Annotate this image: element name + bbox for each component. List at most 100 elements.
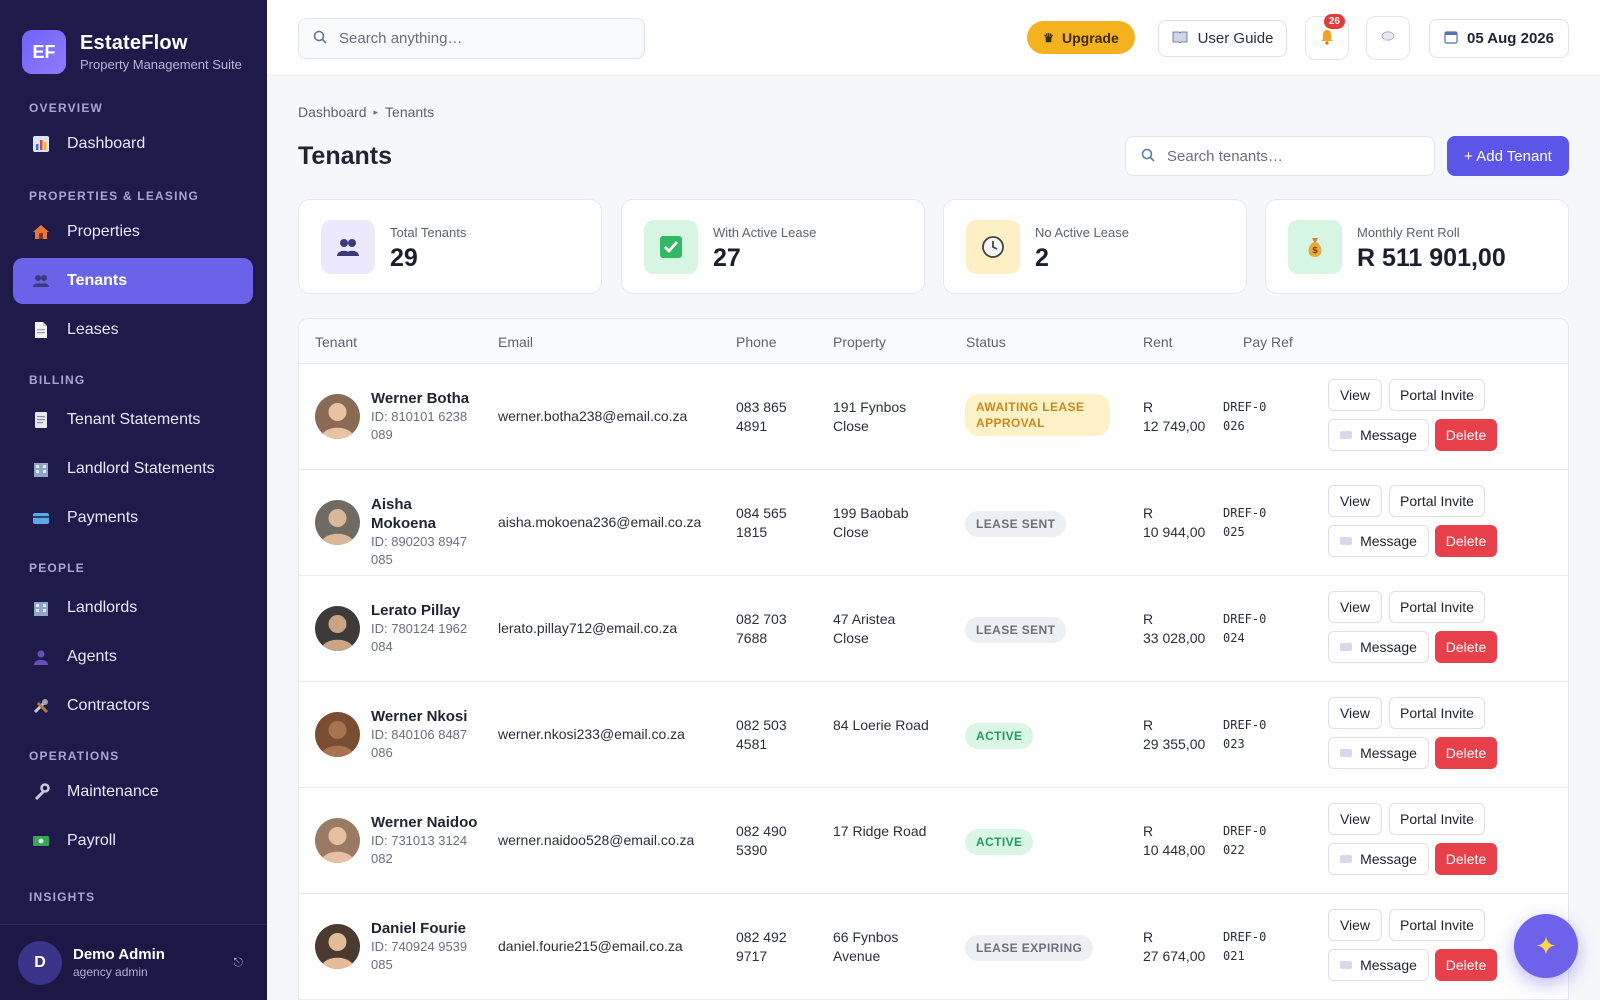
sidebar-item-label: Maintenance [67,783,159,800]
document-icon [31,320,51,340]
message-button[interactable]: Message [1328,949,1429,981]
message-button[interactable]: Message [1328,525,1429,557]
delete-button[interactable]: Delete [1435,843,1497,875]
sidebar-item-landlord-statements[interactable]: Landlord Statements [13,446,253,492]
sidebar-item-label: Landlords [67,599,138,616]
table-row[interactable]: Werner Naidoo ID: 731013 3124 082 werner.n… [299,788,1568,894]
user-profile[interactable]: D Demo Admin agency admin ⎋ [0,924,267,1000]
tenant-name[interactable]: Daniel Fourie ID: 740924 9539 085 [371,919,481,974]
message-button[interactable]: Message [1328,843,1429,875]
tenant-rent: R 10 944,00 [1143,504,1205,542]
delete-button[interactable]: Delete [1435,631,1497,663]
table-row[interactable]: Aisha Mokoena ID: 890203 8947 085 aisha.mo… [299,470,1568,576]
breadcrumb-root[interactable]: Dashboard [298,104,367,120]
crown-icon: ♛ [1043,30,1054,45]
view-button[interactable]: View [1328,591,1382,623]
tenant-name[interactable]: Werner Naidoo ID: 731013 3124 082 [371,813,481,868]
tenant-property: 199 Baobab Close [833,505,909,540]
tenant-property: 66 Fynbos Avenue [833,929,899,964]
view-button[interactable]: View [1328,697,1382,729]
rent-amount: 12 749,00 [1143,418,1206,434]
logout-icon[interactable]: ⎋ [233,955,244,969]
delete-button[interactable]: Delete [1435,419,1497,451]
table-row[interactable]: Daniel Fourie ID: 740924 9539 085 daniel.f… [299,894,1568,1000]
message-button[interactable]: Message [1328,631,1429,663]
sidebar-item-payroll[interactable]: Payroll [13,818,253,864]
portal-invite-button[interactable]: Portal Invite [1389,803,1485,835]
rent-amount: 29 355,00 [1143,736,1206,752]
tenant-name[interactable]: Lerato Pillay ID: 780124 1962 084 [371,601,481,656]
tenant-search[interactable] [1125,136,1435,176]
portal-invite-button[interactable]: Portal Invite [1389,591,1485,623]
tenant-name-text: Werner Naidoo [371,814,478,831]
tenant-name-text: Lerato Pillay [371,602,461,619]
tenant-id: ID: 780124 1962 084 [371,621,468,654]
column-header-phone[interactable]: Phone [736,334,777,350]
topbar: ♛ Upgrade User Guide 26 05 Aug 2026 [267,0,1600,76]
column-header-tenant[interactable]: Tenant [315,334,358,350]
notifications-button[interactable]: 26 [1305,14,1349,60]
message-button[interactable]: Message [1328,419,1429,451]
view-button[interactable]: View [1328,909,1382,941]
search-input[interactable] [339,30,599,47]
chat-bubble-icon [1381,30,1395,46]
svg-text:$: $ [1312,246,1318,256]
upgrade-button[interactable]: ♛ Upgrade [1027,21,1135,54]
portal-invite-button[interactable]: Portal Invite [1389,379,1485,411]
sidebar-item-contractors[interactable]: Contractors [13,683,253,729]
column-header-email[interactable]: Email [498,334,534,350]
status-badge: AWAITING LEASE APPROVAL [965,394,1110,436]
column-header-status[interactable]: Status [966,334,1006,350]
global-search[interactable] [298,18,645,59]
stat-label: No Active Lease [1035,225,1129,240]
delete-button[interactable]: Delete [1435,737,1497,769]
add-tenant-button[interactable]: + Add Tenant [1447,136,1569,176]
view-button[interactable]: View [1328,379,1382,411]
sidebar-item-tenants[interactable]: Tenants [13,258,253,304]
sidebar-item-landlords[interactable]: Landlords [13,585,253,631]
column-header-property[interactable]: Property [833,334,886,350]
table-row[interactable]: Lerato Pillay ID: 780124 1962 084 lerato.p… [299,576,1568,682]
column-header-rent[interactable]: Rent [1143,334,1173,350]
breadcrumb-current: Tenants [385,104,435,120]
delete-button[interactable]: Delete [1435,525,1497,557]
message-label: Message [1360,533,1417,549]
portal-invite-button[interactable]: Portal Invite [1389,485,1485,517]
tenant-search-input[interactable] [1167,147,1427,165]
table-row[interactable]: Werner Botha ID: 810101 6238 089 werner.bo… [299,364,1568,470]
tenant-rent: R 10 448,00 [1143,822,1205,860]
person-icon [31,647,51,667]
sidebar-item-leases[interactable]: Leases [13,307,253,353]
tenant-rent: R 27 674,00 [1143,928,1205,966]
view-button[interactable]: View [1328,485,1382,517]
message-label: Message [1360,427,1417,443]
brand-name: EstateFlow [80,32,188,54]
sidebar-item-dashboard[interactable]: Dashboard [13,121,253,167]
sidebar-item-agents[interactable]: Agents [13,634,253,680]
portal-invite-button[interactable]: Portal Invite [1389,909,1485,941]
tenant-name[interactable]: Werner Nkosi ID: 840106 8487 086 [371,707,481,762]
messages-button[interactable] [1366,16,1410,60]
user-guide-button[interactable]: User Guide [1158,20,1287,57]
date-label: 05 Aug 2026 [1467,30,1554,47]
sidebar-item-tenant-statements[interactable]: Tenant Statements [13,397,253,443]
book-icon [1172,30,1188,47]
sidebar-item-payments[interactable]: Payments [13,495,253,541]
nav-section-insights: INSIGHTS [29,890,96,904]
sidebar-item-properties[interactable]: Properties [13,209,253,255]
view-button[interactable]: View [1328,803,1382,835]
page-title: Tenants [298,142,392,170]
portal-invite-button[interactable]: Portal Invite [1389,697,1485,729]
ai-assistant-button[interactable]: ✦ [1514,914,1578,978]
message-button[interactable]: Message [1328,737,1429,769]
date-picker[interactable]: 05 Aug 2026 [1429,19,1569,58]
tenant-id: ID: 731013 3124 082 [371,833,468,866]
sidebar-item-maintenance[interactable]: Maintenance [13,769,253,815]
column-header-pay-ref[interactable]: Pay Ref [1243,334,1293,350]
tenant-name[interactable]: Aisha Mokoena ID: 890203 8947 085 [371,495,481,569]
brand[interactable]: EF EstateFlow Property Management Suite [0,0,267,80]
table-row[interactable]: Werner Nkosi ID: 840106 8487 086 werner.nk… [299,682,1568,788]
delete-button[interactable]: Delete [1435,949,1497,981]
tenant-name[interactable]: Werner Botha ID: 810101 6238 089 [371,389,481,444]
credit-card-icon [31,508,51,528]
